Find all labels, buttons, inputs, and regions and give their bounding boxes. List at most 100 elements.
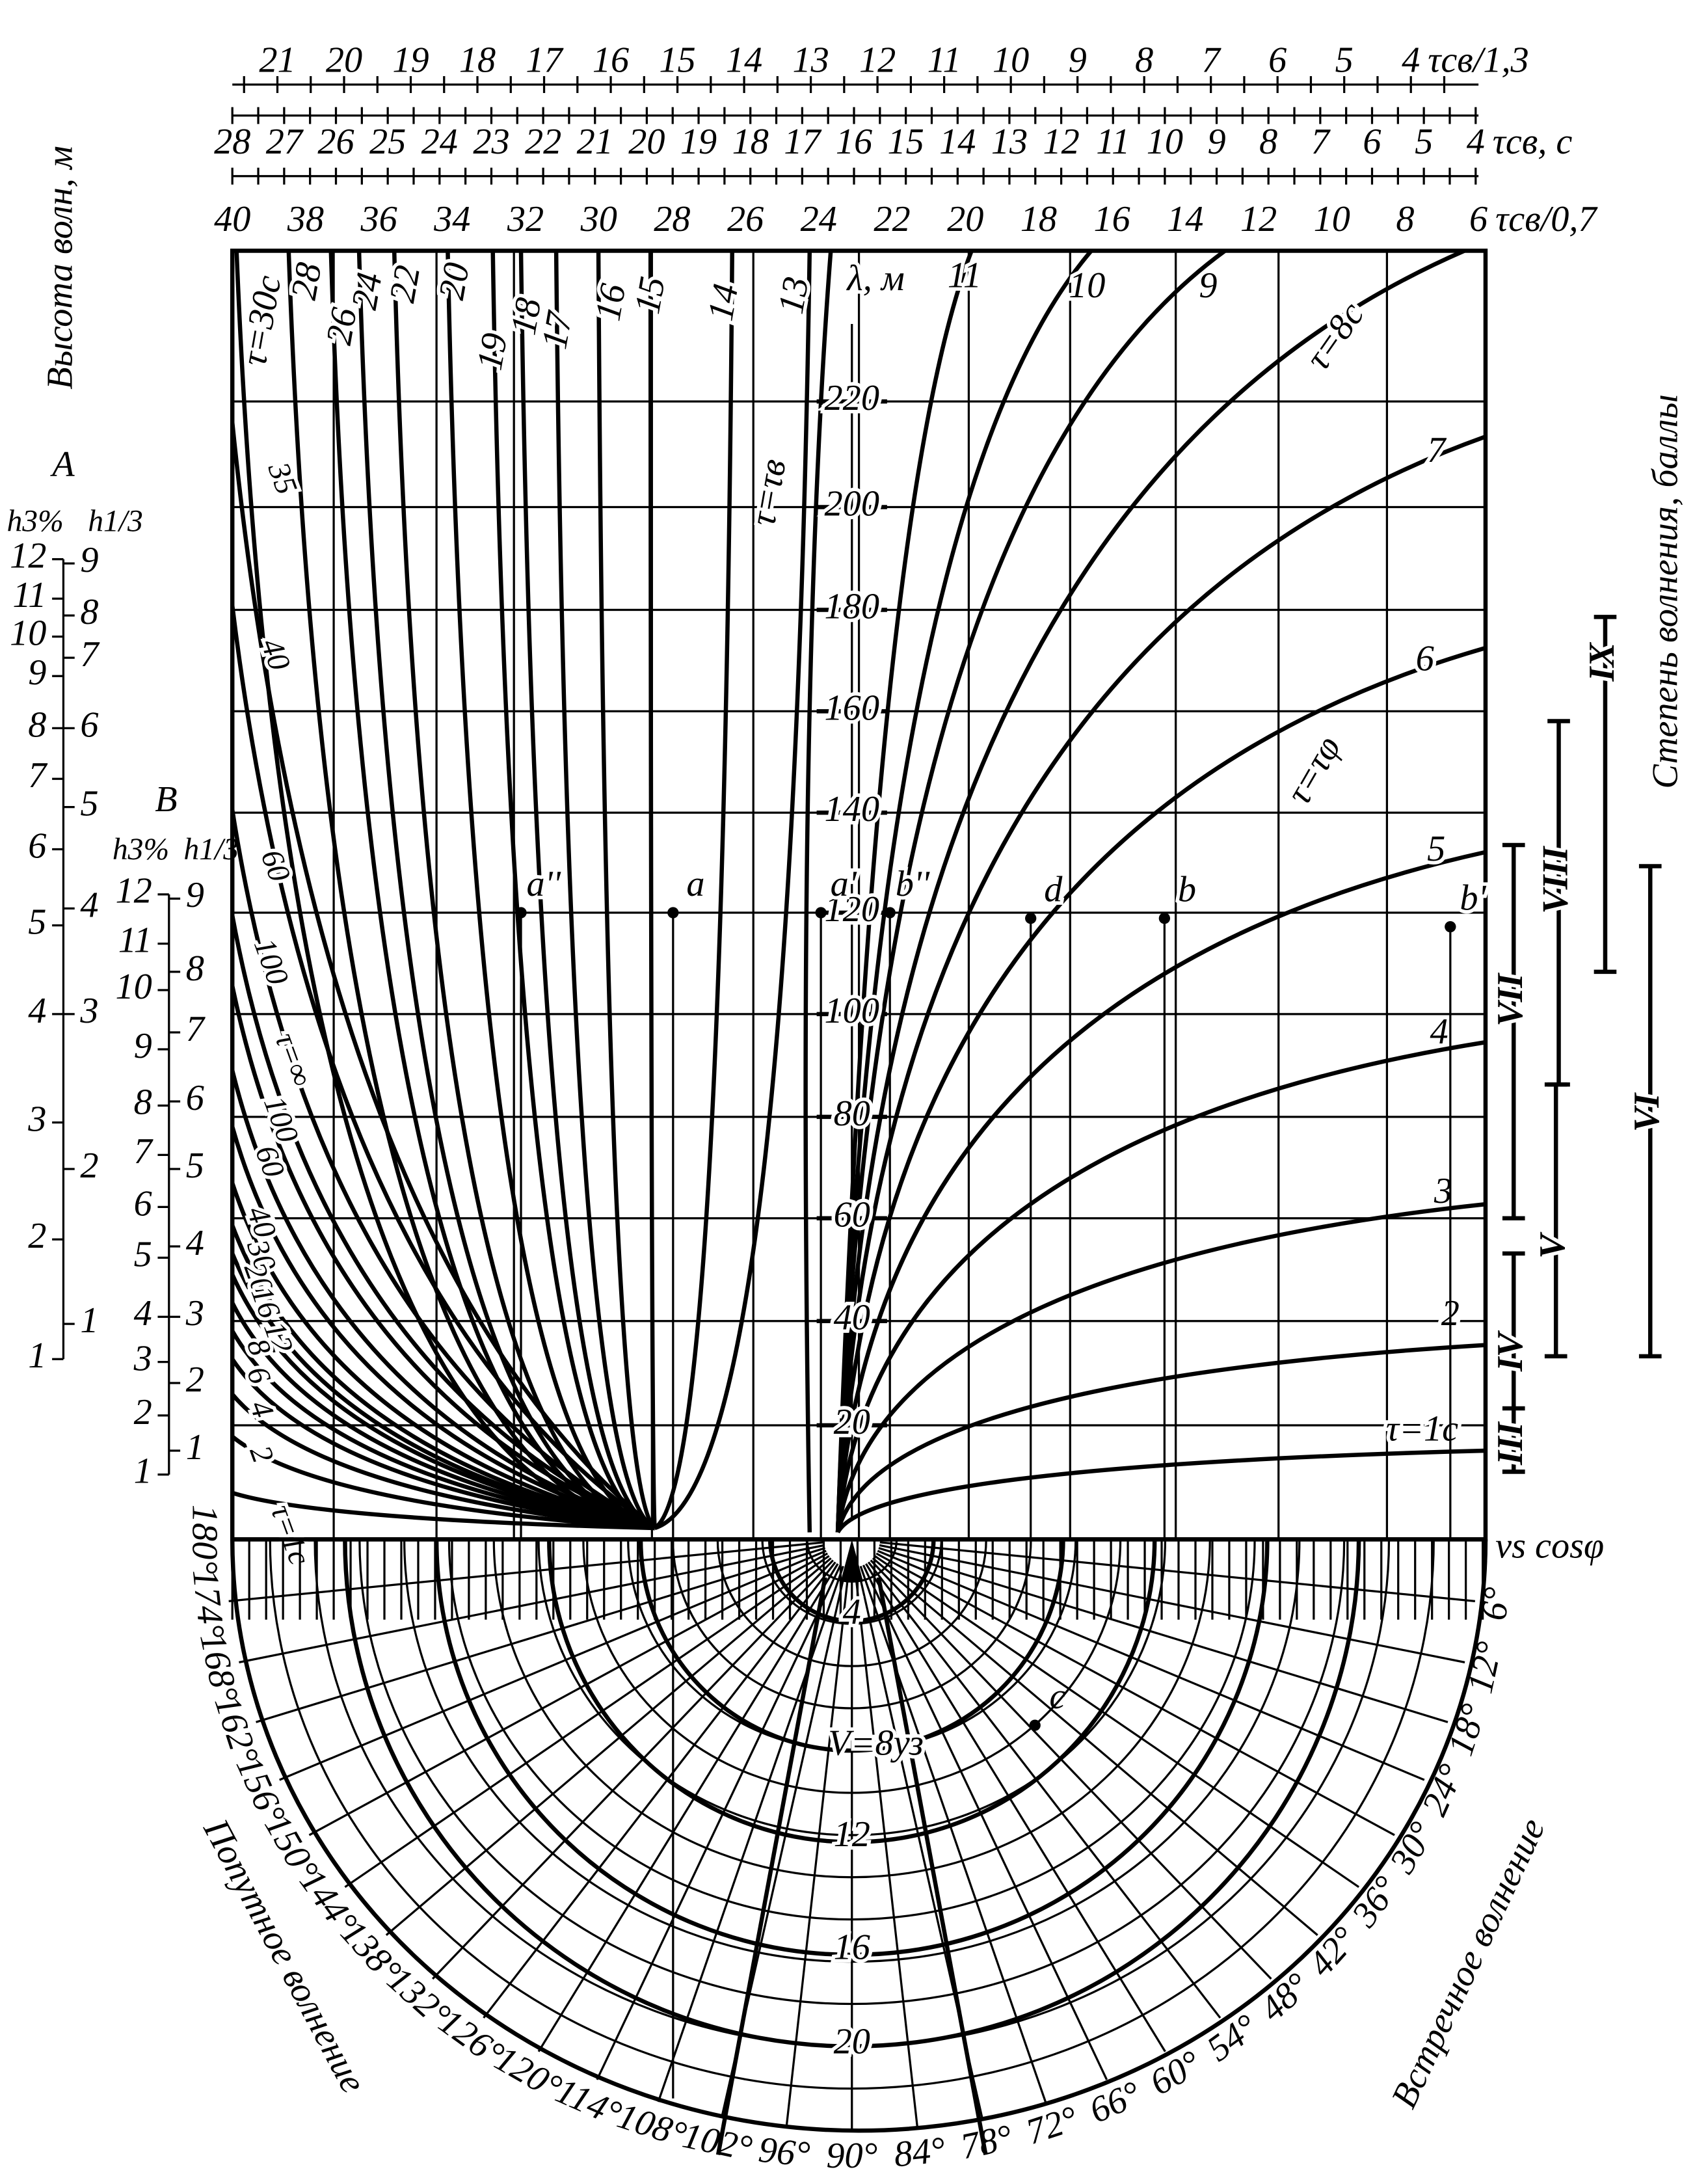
height-h3-tick: 9 (28, 652, 46, 693)
height-h13-tick: 1 (186, 1427, 204, 1468)
height-h3-tick: 6 (28, 826, 46, 866)
polar-ray (385, 1557, 832, 1936)
height-h13-tick: 5 (186, 1146, 204, 1186)
curve-label: 6 (1416, 639, 1434, 679)
polar-ray (279, 1550, 827, 1781)
angle-label: 96° (756, 2130, 812, 2175)
scale-tick-label: 20 (628, 122, 665, 162)
polar-ray (239, 1544, 825, 1663)
scale-tick-label: 13 (792, 40, 829, 80)
speed-label: V=8уз (828, 1723, 924, 1764)
curve (230, 1302, 656, 1531)
curve-label: τ=30с (234, 273, 289, 369)
curve-label: τ=1с (1386, 1409, 1458, 1449)
height-h3-tick: 9 (134, 1026, 152, 1066)
scale-tick-label: 20 (326, 40, 362, 80)
speed-label: 4 (843, 1592, 861, 1632)
scale-tick-label: 27 (266, 122, 304, 162)
height-h3-label: h3% (113, 833, 169, 866)
center-wedge (840, 1539, 864, 1582)
curve-label: 17 (534, 307, 580, 352)
point (1025, 912, 1037, 924)
angle-label: 66° (1084, 2074, 1147, 2132)
curve (230, 1393, 655, 1531)
scale-tick-label: 9 (1207, 122, 1225, 162)
height-h13-tick: 8 (80, 592, 98, 632)
grade-label: V (1532, 1231, 1573, 1259)
scale-tick-label: 14 (726, 40, 762, 80)
scale-tick-label: 20 (947, 199, 983, 239)
scale-tick-label: 12 (1240, 199, 1277, 239)
polar-ray (874, 1555, 1360, 1888)
curve (230, 809, 656, 1530)
scale-tick-label: 10 (1314, 199, 1350, 239)
height-scale-label: B (155, 779, 177, 820)
height-scale-label: A (49, 444, 75, 485)
height-h3-tick: 4 (134, 1293, 152, 1334)
curve (356, 250, 656, 1531)
polar-ray (872, 1557, 1318, 1936)
height-h13-tick: 6 (186, 1078, 204, 1118)
angle-label: 24° (1414, 1758, 1472, 1821)
scale-tick-label: 18 (459, 40, 496, 80)
speed-label: 16 (834, 1927, 870, 1967)
angle-label: 174° (185, 1567, 232, 1641)
scale-tick-label: 30 (580, 199, 617, 239)
curve-label: 4 (243, 1396, 280, 1422)
point-label: a' (831, 864, 857, 904)
curve (230, 1274, 656, 1531)
polar-outline (230, 1539, 1488, 2133)
height-h13-tick: 2 (80, 1146, 98, 1186)
scale-tick-label: 40 (214, 199, 250, 239)
grade-label: IX (1582, 641, 1622, 682)
angle-label: 90° (826, 2136, 877, 2176)
scale-tick-label: 22 (525, 122, 561, 162)
scale-tick-label: 21 (259, 40, 295, 80)
height-h3-tick: 3 (133, 1338, 152, 1378)
polar-axis-label: vs cosφ (1495, 1525, 1604, 1566)
scale-tick-label: 18 (1021, 199, 1057, 239)
polar-ray (875, 1552, 1395, 1836)
grade-label: VI (1627, 1092, 1667, 1133)
scale-tick-label: 25 (369, 122, 406, 162)
height-h13-tick: 3 (79, 991, 98, 1031)
sea-state-title: Степень волнения, баллы (1645, 394, 1685, 788)
curve (835, 850, 1486, 1533)
scale-tick-label: 23 (473, 122, 509, 162)
point-label: b'' (896, 864, 930, 904)
angle-label: 78° (957, 2117, 1016, 2168)
scale-tick-label: 8 (1259, 122, 1277, 162)
height-h13-tick: 8 (186, 948, 204, 989)
polar-ray (877, 1550, 1425, 1781)
angle-label: 18° (1440, 1699, 1494, 1760)
angle-label: 84° (892, 2130, 947, 2175)
scale-tick-label: 7 (1311, 122, 1331, 162)
polar-ray (853, 1567, 919, 2128)
curve (835, 250, 974, 1533)
scale-label: τсв/0,7 (1495, 199, 1598, 239)
scale-tick-label: 6 (1268, 40, 1287, 80)
speed-arc (343, 1539, 1361, 2048)
point-label: b (1178, 870, 1196, 910)
curve-label: 100 (247, 934, 295, 989)
scale-tick-label: 28 (654, 199, 690, 239)
scale-tick-label: 11 (1096, 122, 1130, 162)
scale-tick-label: 24 (421, 122, 458, 162)
height-h13-label: h1/3 (88, 504, 143, 538)
curve-annotation: τ=τφ (1279, 729, 1349, 811)
height-h3-tick: 7 (134, 1131, 154, 1172)
lambda-tick-label: 60 (834, 1195, 870, 1235)
polar-ray (785, 1567, 850, 2128)
curve (803, 250, 833, 1533)
height-h13-tick: 4 (80, 885, 98, 925)
scale-tick-label: 7 (1202, 40, 1222, 80)
polar-ray (431, 1559, 834, 1980)
speed-label: 12 (834, 1814, 870, 1855)
curve (230, 422, 656, 1530)
scale-tick-label: 17 (784, 122, 822, 162)
scale-tick-label: 38 (287, 199, 324, 239)
lambda-tick-label: 180 (825, 586, 879, 626)
curve-label: 5 (1427, 829, 1445, 869)
lambda-tick-label: 120 (825, 889, 879, 930)
speed-arc (767, 1539, 936, 1624)
